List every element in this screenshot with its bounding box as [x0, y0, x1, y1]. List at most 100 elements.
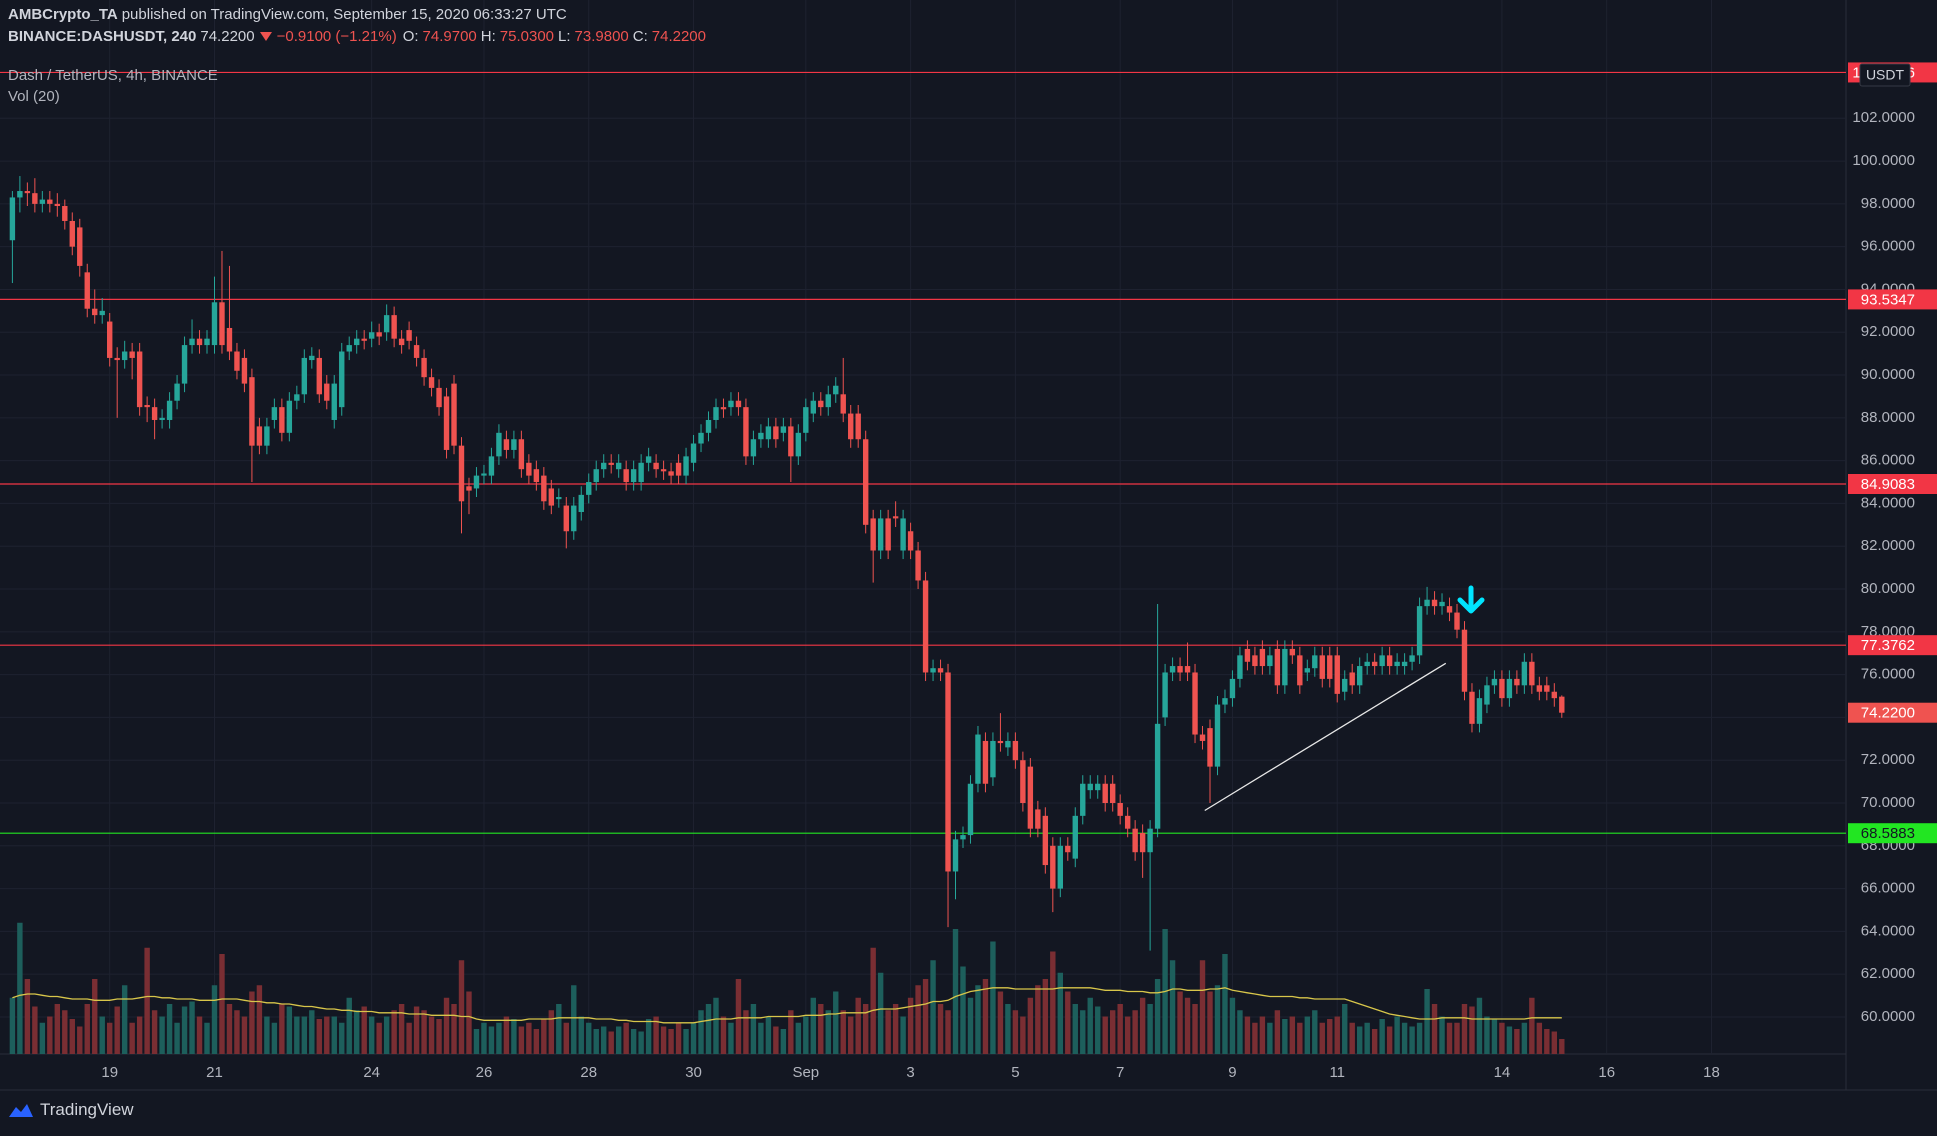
- y-tick-label: 98.0000: [1861, 195, 1915, 212]
- candle-body: [1319, 655, 1325, 679]
- candle-body: [1132, 828, 1138, 853]
- candle-body: [84, 272, 90, 309]
- volume-bar: [256, 985, 263, 1054]
- volume-bar: [638, 1031, 644, 1054]
- level-label: 84.9083: [1861, 476, 1915, 493]
- volume-bar: [1132, 1010, 1138, 1054]
- candle-body: [398, 338, 405, 346]
- candle-body: [623, 469, 629, 483]
- candle-body: [690, 443, 697, 463]
- volume-bar: [226, 1004, 233, 1054]
- volume-bar: [473, 1029, 480, 1054]
- volume-bar: [279, 1004, 285, 1054]
- volume-bar: [406, 1022, 412, 1054]
- brand: TradingView: [40, 1100, 134, 1119]
- volume-bar: [1536, 1022, 1543, 1054]
- candle-body: [1027, 766, 1034, 829]
- volume-bar: [1559, 1039, 1565, 1054]
- candle-body: [1065, 845, 1071, 853]
- high: 75.0300: [499, 28, 555, 45]
- volume-bar: [1072, 1004, 1078, 1054]
- candle-body: [271, 407, 278, 420]
- candle-body: [563, 505, 569, 532]
- volume-bar: [144, 947, 150, 1054]
- volume-bar: [668, 1029, 674, 1054]
- x-tick-label: 24: [363, 1064, 380, 1081]
- candle-body: [608, 462, 614, 465]
- volume-bar: [1476, 997, 1483, 1054]
- publish-line: AMBCrypto_TA published on TradingView.co…: [8, 6, 567, 23]
- candle-body: [354, 338, 360, 346]
- candle-body: [1379, 655, 1385, 667]
- last-price-label: 74.2200: [1861, 705, 1915, 722]
- candle-body: [653, 462, 659, 470]
- volume-bar: [728, 1022, 734, 1054]
- candle-body: [151, 407, 158, 420]
- candle-body: [1162, 672, 1168, 718]
- volume-bar: [818, 1004, 824, 1054]
- level-label: 93.5347: [1861, 291, 1915, 308]
- x-tick-label: 18: [1703, 1064, 1720, 1081]
- candle-body: [1259, 648, 1266, 667]
- volume-bar: [1244, 1016, 1251, 1054]
- volume-bar: [1005, 1004, 1011, 1054]
- open: 74.9700: [422, 28, 477, 45]
- volume-bar: [264, 1016, 270, 1054]
- volume-bar: [391, 1010, 397, 1054]
- volume-bar: [1147, 1004, 1153, 1054]
- candle-body: [346, 345, 352, 352]
- volume-bar: [346, 997, 352, 1054]
- signal-arrow: [1457, 585, 1485, 614]
- candle-body: [541, 475, 547, 502]
- candle-body: [1364, 661, 1370, 667]
- candle-body: [121, 351, 128, 361]
- candle-body: [728, 400, 734, 408]
- candle-body: [144, 405, 150, 408]
- volume-bar: [1446, 1022, 1453, 1054]
- change: −0.9100 (−1.21%): [276, 28, 397, 45]
- candle-body: [421, 357, 427, 378]
- candle-body: [114, 357, 120, 361]
- candle-body: [1139, 832, 1146, 853]
- volume-bar: [376, 1022, 382, 1054]
- candle-body: [1252, 655, 1258, 667]
- volume-bar: [458, 960, 465, 1054]
- volume-bar: [511, 1019, 517, 1054]
- volume-bar: [615, 1026, 622, 1054]
- candle-body: [1020, 760, 1026, 804]
- volume-bar: [32, 1006, 38, 1054]
- candle-body: [1357, 666, 1363, 686]
- candle-body: [788, 426, 794, 457]
- volume-bar: [795, 1022, 802, 1054]
- y-tick-label: 82.0000: [1861, 537, 1915, 554]
- candle-body: [795, 432, 802, 457]
- candle-body: [818, 400, 824, 408]
- volume-bar: [1192, 1004, 1198, 1054]
- volume-bar: [1469, 1006, 1475, 1054]
- volume-bar: [496, 1022, 502, 1054]
- candle-body: [952, 839, 959, 872]
- candle-body: [54, 203, 61, 207]
- last-price-box: [1848, 702, 1937, 723]
- candle-body: [458, 445, 465, 502]
- candle-body: [1499, 678, 1505, 699]
- volume-bar: [189, 1001, 195, 1054]
- volume-bar: [54, 1004, 61, 1054]
- volume-bar: [114, 1006, 120, 1054]
- level-label-box: [1848, 823, 1937, 844]
- volume-bar: [997, 991, 1004, 1054]
- volume-bar: [451, 1004, 457, 1054]
- volume-bar: [892, 1004, 899, 1054]
- candle-body: [720, 407, 727, 410]
- candle-body: [1192, 672, 1198, 735]
- volume-bar: [316, 1019, 322, 1054]
- volume-bar: [84, 1004, 90, 1054]
- volume-bar: [1274, 1010, 1281, 1054]
- volume-bar: [181, 1006, 188, 1054]
- volume-title: Vol (20): [8, 88, 60, 105]
- candle-body: [159, 417, 165, 420]
- volume-bar: [952, 929, 959, 1054]
